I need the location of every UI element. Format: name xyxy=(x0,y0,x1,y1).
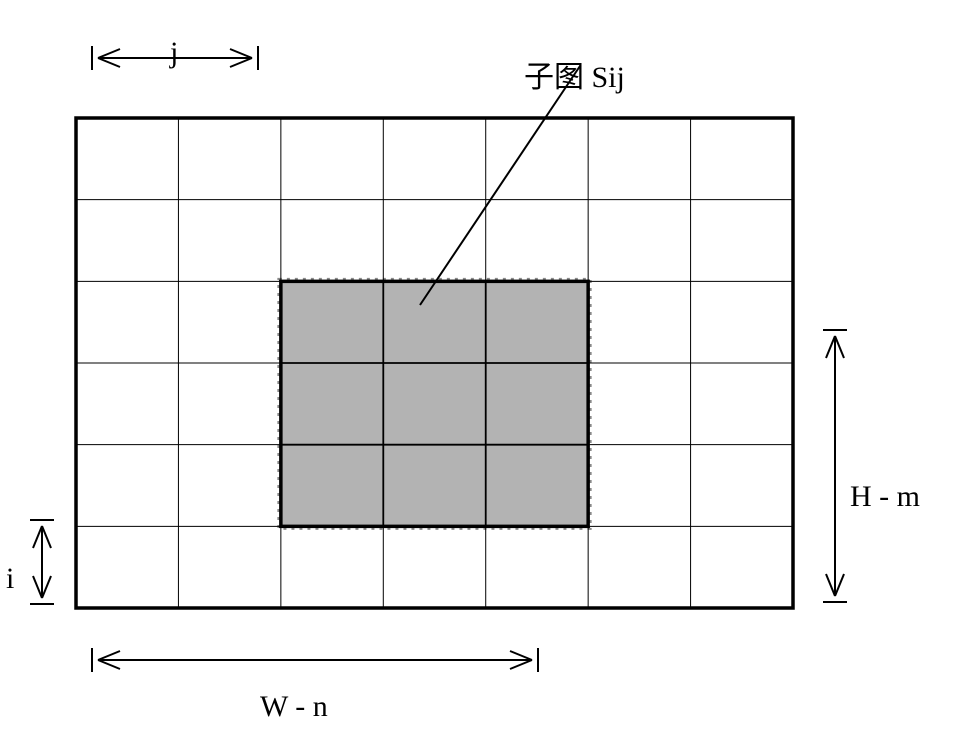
subimage-label: 子图 Sij xyxy=(524,52,625,96)
diagram-canvas xyxy=(0,0,957,743)
j-label: j xyxy=(170,36,178,70)
h-minus-m-label: H - m xyxy=(850,480,920,514)
i-label: i xyxy=(6,562,14,596)
w-minus-n-label: W - n xyxy=(260,690,328,724)
